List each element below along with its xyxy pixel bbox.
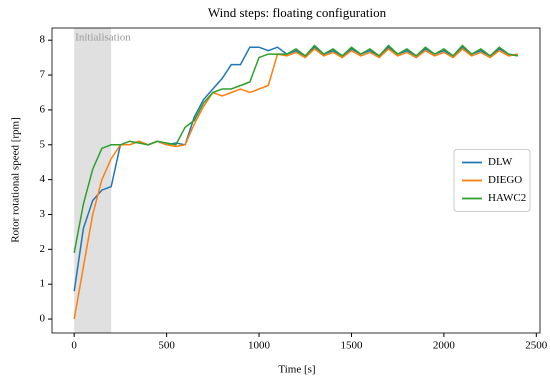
legend-label: DIEGO: [488, 174, 522, 186]
annotation: Initialisation: [75, 32, 131, 44]
legend-label: DLW: [488, 156, 513, 168]
x-tick-label: 1000: [248, 340, 271, 352]
y-tick-label: 4: [40, 173, 46, 185]
y-tick-label: 0: [40, 313, 46, 325]
x-tick-label: 0: [71, 340, 77, 352]
series-line: [73, 44, 518, 253]
x-tick-label: 2000: [433, 340, 456, 352]
y-tick-label: 3: [40, 208, 46, 220]
x-tick-label: 2500: [525, 340, 548, 352]
y-axis-label: Rotor rotational speed [rpm]: [10, 117, 22, 243]
series-line: [73, 47, 518, 320]
x-tick-label: 500: [158, 340, 175, 352]
x-axis-label: Time [s]: [278, 364, 315, 376]
y-tick-label: 8: [40, 34, 46, 46]
chart-title: Wind steps: floating configuration: [208, 5, 387, 20]
x-tick-label: 1500: [340, 340, 363, 352]
legend-box: [453, 149, 531, 212]
y-tick-label: 1: [40, 278, 46, 290]
y-tick-label: 6: [40, 103, 46, 115]
y-tick-label: 2: [40, 243, 46, 255]
legend-label: HAWC2: [488, 192, 526, 204]
y-tick-label: 5: [40, 138, 46, 150]
plot-frame: [51, 27, 541, 334]
y-tick-label: 7: [40, 69, 46, 81]
series-line: [73, 46, 518, 292]
